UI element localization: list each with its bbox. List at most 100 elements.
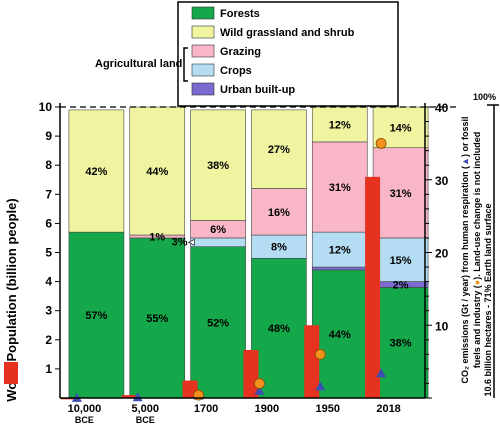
marks-layer	[60, 137, 387, 402]
land-segment-label: 27%	[268, 144, 290, 156]
legend-frame	[177, 1, 399, 107]
left-tick-label: 7	[45, 187, 52, 201]
left-tick-label: 8	[45, 158, 52, 172]
category-sublabel: BCE	[75, 415, 94, 425]
label-pointer-arrow	[187, 238, 195, 246]
right-tick-label: 40	[435, 101, 449, 115]
land-segment-label: 42%	[85, 166, 107, 178]
land-segment-label: 48%	[268, 323, 290, 335]
category-label: 1900	[255, 403, 279, 415]
land-segment-label: 12%	[329, 245, 351, 257]
legend-label-crops: Crops	[220, 65, 252, 77]
land-segment-label-outside: 3%	[172, 236, 188, 248]
land-segment-wild-grassland-and-shrub	[129, 106, 186, 236]
land-segment-label: 44%	[329, 329, 351, 341]
legend: Forests Wild grassland and shrub Grazing…	[95, 1, 399, 107]
land-segment-label: 31%	[329, 182, 351, 194]
left-tick-label: 4	[45, 275, 52, 289]
left-tick-label: 1	[45, 362, 52, 376]
land-segment-label: 12%	[329, 119, 351, 131]
land-segment-label: 38%	[390, 338, 412, 350]
land-segment-grazing	[372, 147, 429, 239]
legend-label-urban: Urban built-up	[220, 84, 295, 96]
category-label: 1700	[194, 403, 218, 415]
land-segment-label-thin: 2%	[393, 280, 409, 292]
land-segment-forests	[68, 231, 125, 399]
category-label: 2018	[376, 403, 400, 415]
right-axis-title-line1-a: CO₂ emissions (Gt / year) from human res…	[460, 166, 470, 384]
right-axis-title-line2: fuels and industry (●). Land-use change …	[472, 132, 482, 368]
land-segment-label: 6%	[210, 224, 226, 236]
category-label: 1950	[316, 403, 340, 415]
category-label: 5,000	[131, 403, 159, 415]
legend-label-forests: Forests	[220, 8, 260, 20]
right-tick-label: 20	[435, 247, 449, 261]
population-bar	[121, 395, 137, 398]
land-segment-label: 14%	[390, 122, 412, 134]
right-axis-title-line2-a: fuels and industry (	[472, 285, 482, 368]
land-segment-forests	[190, 246, 246, 399]
legend-swatch-grazing	[191, 44, 215, 58]
category-sublabel: BCE	[136, 415, 155, 425]
fossil-circle	[375, 137, 387, 149]
land-segment-label: 52%	[207, 317, 229, 329]
land-segment-crops	[190, 237, 246, 247]
land-segment-wild-grassland-and-shrub	[251, 109, 307, 189]
right-axis-title-line2-b: ). Land-use change is not included	[472, 132, 482, 280]
left-tick-label: 3	[45, 304, 52, 318]
left-tick-label: 10	[39, 100, 53, 114]
land-segment-label: 57%	[85, 310, 107, 322]
land-segment-wild-grassland-and-shrub	[311, 106, 368, 143]
land-segment-label: 55%	[146, 313, 168, 325]
land-segment-label: 44%	[146, 166, 168, 178]
legend-label-grazing: Grazing	[220, 46, 261, 58]
legend-group-agricultural: Agricultural land	[95, 58, 182, 70]
land-segment-label: 16%	[268, 207, 290, 219]
respiration-triangle	[254, 385, 265, 395]
land-segment-forests	[129, 237, 186, 399]
land-segment-wild-grassland-and-shrub	[190, 109, 246, 221]
land-surface-top-label: 100%	[473, 92, 496, 102]
fossil-circle	[254, 378, 265, 389]
legend-label-wild: Wild grassland and shrub	[220, 27, 355, 39]
land-segment-urban-built-up	[311, 266, 368, 271]
right-axis-title-line1: CO₂ emissions (Gt / year) from human res…	[460, 117, 470, 384]
fossil-circle	[314, 348, 326, 360]
land-segment-forests	[311, 269, 368, 399]
legend-swatch-crops	[191, 63, 215, 77]
respiration-triangle	[376, 368, 387, 378]
land-segment-label-thin: 1%	[149, 231, 165, 243]
category-label: 10,000	[68, 403, 102, 415]
legend-swatch-wild	[191, 25, 215, 39]
land-segment-crops	[372, 237, 429, 282]
right-axis-title-line1-b: ) or fossil	[460, 117, 470, 158]
land-segment-forests	[251, 258, 307, 399]
left-tick-label: 9	[45, 129, 52, 143]
land-segment-grazing	[251, 188, 307, 236]
land-segment-forests	[372, 287, 429, 399]
land-segment-label: 31%	[390, 188, 412, 200]
population-bar	[304, 325, 320, 398]
bars-layer: 57% 42% 55% 44% 1% 52% 6% 38% 3% 48% 8% 16% 27% 44% 12…	[68, 106, 429, 399]
fossil-inline-symbol: ●	[472, 280, 482, 285]
land-surface-label: 10.6 billion hectares - 71% Earth land s…	[483, 203, 493, 396]
respiration-inline-symbol: ▲	[460, 157, 470, 166]
respiration-triangle	[132, 392, 143, 402]
population-legend-swatch	[4, 362, 18, 384]
left-axis-title: World Population (billion people)	[4, 198, 19, 401]
land-segment-label: 15%	[390, 255, 412, 267]
left-tick-label: 6	[45, 216, 52, 230]
land-segment-crops	[311, 231, 368, 268]
respiration-triangle	[315, 381, 326, 391]
population-bar	[243, 349, 259, 398]
population-bar	[365, 176, 381, 398]
land-segment-label: 38%	[207, 160, 229, 172]
left-tick-label: 2	[45, 333, 52, 347]
right-tick-label: 10	[435, 319, 449, 333]
land-segment-wild-grassland-and-shrub	[68, 109, 125, 233]
right-tick-label: 30	[435, 174, 449, 188]
legend-swatch-urban	[191, 82, 215, 96]
